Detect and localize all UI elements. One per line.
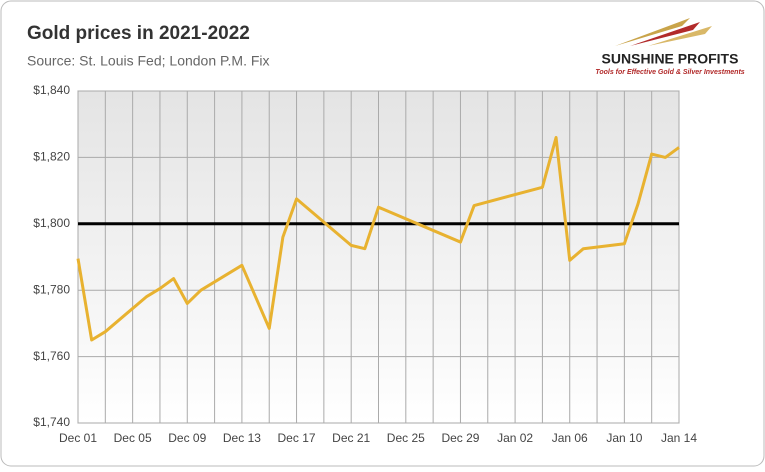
x-tick-label: Dec 13 [223,431,261,445]
chart-subtitle: Source: St. Louis Fed; London P.M. Fix [27,53,270,69]
x-tick-label: Dec 01 [59,431,97,445]
logo-tagline: Tools for Effective Gold & Silver Invest… [595,69,744,76]
y-tick-label: $1,840 [33,83,70,97]
x-tick-label: Dec 29 [441,431,479,445]
chart-title: Gold prices in 2021-2022 [27,23,250,44]
y-tick-label: $1,820 [33,150,70,164]
x-tick-label: Dec 09 [168,431,206,445]
y-tick-label: $1,740 [33,415,70,429]
logo-ray [648,26,712,46]
logo-name: SUNSHINE PROFITS [602,51,739,67]
logo-ray [615,18,690,46]
x-tick-label: Dec 25 [387,431,425,445]
x-tick-label: Jan 06 [552,431,588,445]
logo-ray [630,22,700,46]
y-tick-label: $1,800 [33,216,70,230]
x-tick-label: Dec 05 [114,431,152,445]
logo: SUNSHINE PROFITS Tools for Effective Gol… [595,18,745,76]
x-tick-label: Jan 14 [661,431,697,445]
x-tick-label: Jan 10 [606,431,642,445]
x-tick-label: Dec 17 [278,431,316,445]
x-tick-label: Jan 02 [497,431,533,445]
x-tick-label: Dec 21 [332,431,370,445]
y-tick-label: $1,760 [33,349,70,363]
y-tick-label: $1,780 [33,282,70,296]
price-line [76,135,680,342]
